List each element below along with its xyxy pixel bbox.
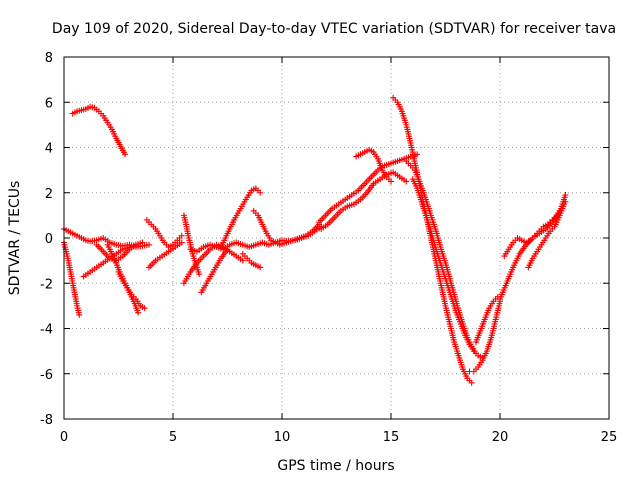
series-arc-q [316, 151, 421, 226]
x-axis-label: GPS time / hours [277, 458, 394, 474]
series-arc-r [318, 169, 410, 232]
series-arc-o [250, 207, 323, 248]
x-tick-label: 25 [601, 430, 618, 445]
data-point [257, 189, 264, 196]
data-point [135, 309, 142, 316]
series-arc-s [353, 146, 394, 185]
chart-title: Day 109 of 2020, Sidereal Day-to-day VTE… [52, 21, 616, 37]
data-point [560, 203, 567, 210]
series-arc-x [473, 293, 501, 346]
series-arc-t [390, 94, 475, 386]
data-point [468, 379, 475, 386]
data-point [403, 178, 410, 185]
series-arc-i [146, 239, 185, 271]
x-tick-label: 15 [383, 430, 400, 445]
data-point [257, 264, 264, 271]
data-point [196, 271, 203, 278]
x-tick-label: 0 [60, 430, 68, 445]
series-arc-l [198, 246, 231, 296]
series-arc-z [501, 192, 569, 260]
data-points [61, 94, 569, 386]
y-tick-label: 2 [45, 187, 53, 202]
y-tick-label: -4 [40, 323, 53, 338]
series-arc-aa [525, 203, 567, 271]
data-point [139, 239, 146, 246]
series-arc-a [69, 103, 129, 158]
y-tick-label: 8 [45, 51, 53, 66]
series-arc-w [466, 298, 503, 375]
data-point [388, 178, 394, 185]
y-tick-label: 0 [45, 232, 53, 247]
y-tick-label: -6 [40, 368, 53, 383]
data-point [146, 241, 153, 248]
data-point [141, 305, 148, 312]
series-arc-v [409, 176, 486, 361]
y-tick-label: -8 [40, 413, 53, 428]
data-point [76, 311, 83, 318]
data-point [178, 239, 185, 246]
series-arc-f [104, 241, 142, 316]
y-axis-label: SDTVAR / TECUs [7, 181, 23, 296]
x-tick-label: 5 [169, 430, 177, 445]
grid [64, 57, 609, 419]
data-point [239, 257, 246, 264]
series-arc-c [61, 239, 83, 318]
series-arc-p [239, 250, 264, 271]
y-tick-label: -2 [40, 277, 53, 292]
y-tick-label: 4 [45, 142, 53, 157]
data-point [562, 192, 569, 199]
series-arc-k [180, 241, 246, 287]
series-arc-h [143, 216, 185, 251]
plot-frame [63, 56, 610, 420]
x-tick-label: 10 [274, 430, 291, 445]
x-tick-label: 20 [492, 430, 509, 445]
series-arc-g [93, 239, 146, 264]
axis-ticks: 0 5 10 15 20 25 -8 -6 -4 -2 0 2 4 6 8 [40, 51, 617, 445]
y-tick-label: 6 [45, 96, 53, 111]
data-point [122, 151, 129, 158]
data-point [178, 232, 185, 239]
